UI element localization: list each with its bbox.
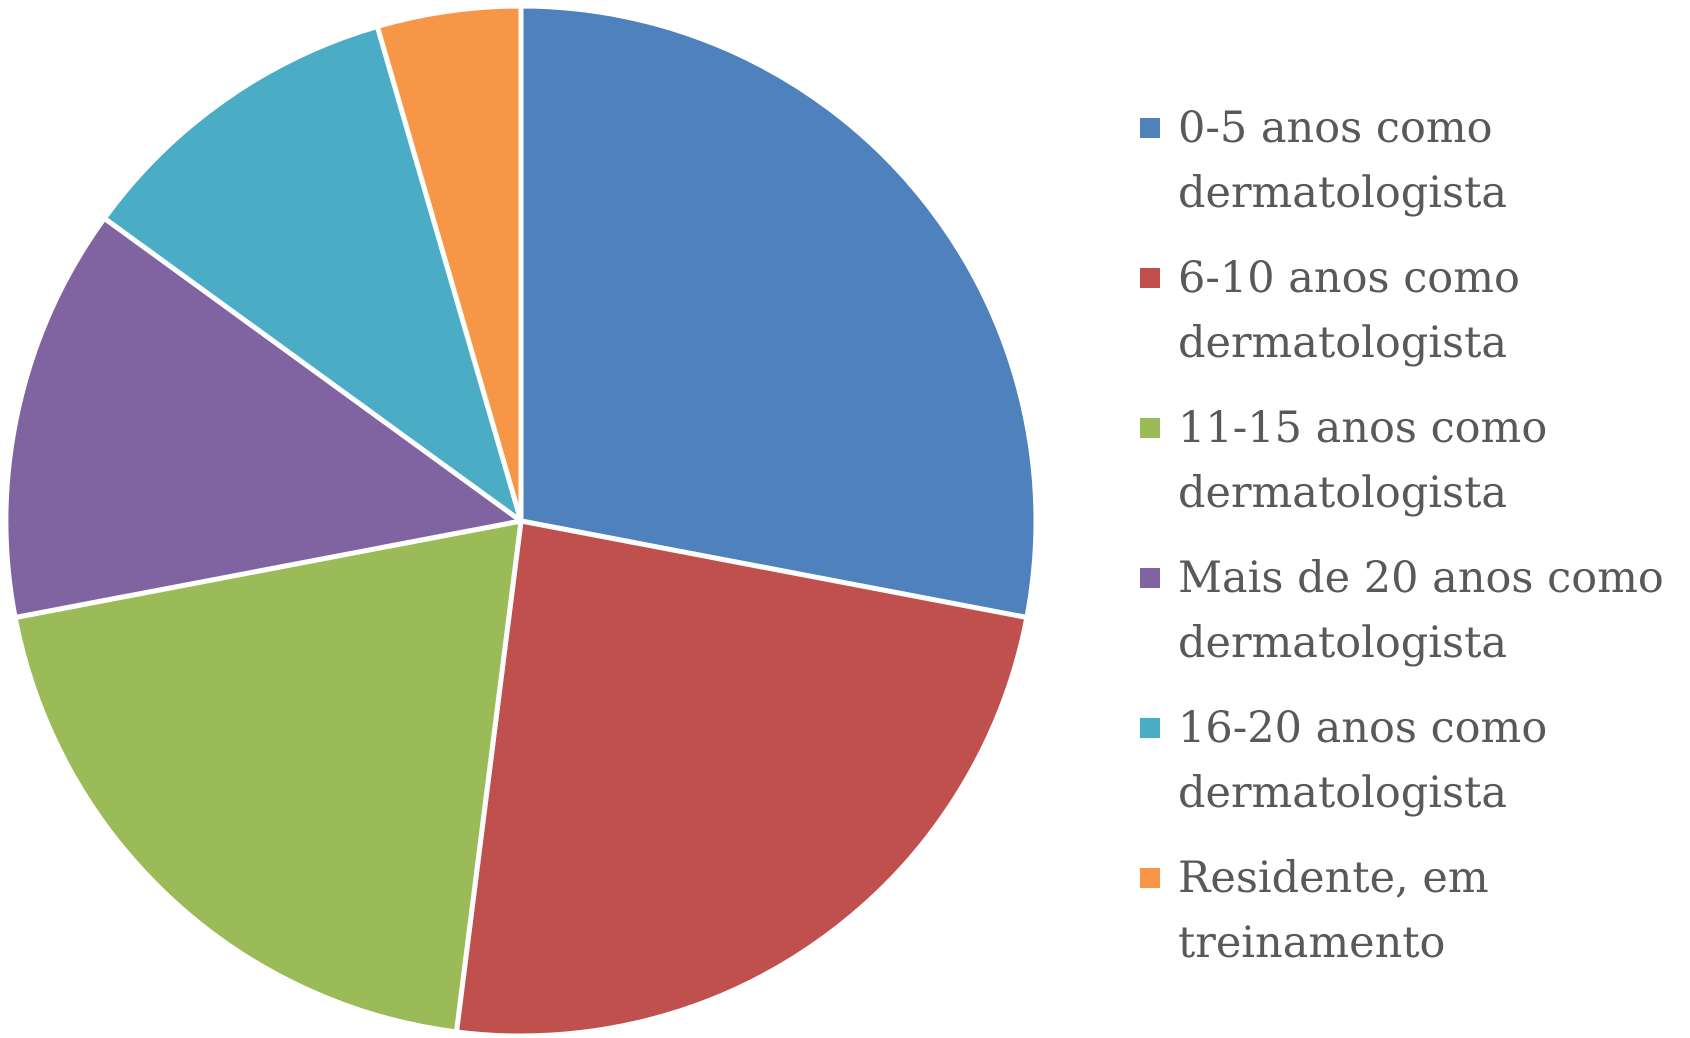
legend-swatch bbox=[1140, 718, 1160, 738]
legend-item: 16-20 anos como dermatologista bbox=[1140, 696, 1680, 826]
legend-label: Residente, em treinamento bbox=[1178, 853, 1489, 968]
legend-item: 0-5 anos como dermatologista bbox=[1140, 96, 1680, 226]
legend-label: Mais de 20 anos como dermatologista bbox=[1178, 553, 1664, 668]
legend-label: 6-10 anos como dermatologista bbox=[1178, 253, 1520, 368]
legend-swatch bbox=[1140, 418, 1160, 438]
pie-slice bbox=[12, 518, 524, 1035]
legend-item: Residente, em treinamento bbox=[1140, 846, 1680, 976]
pie-slice bbox=[3, 215, 524, 621]
legend-label: 11-15 anos como dermatologista bbox=[1178, 403, 1548, 518]
legend-swatch bbox=[1140, 868, 1160, 888]
legend-label: 0-5 anos como dermatologista bbox=[1178, 103, 1508, 218]
legend-item: 6-10 anos como dermatologista bbox=[1140, 246, 1680, 376]
pie-slice bbox=[374, 3, 524, 524]
pie-slice bbox=[453, 518, 1030, 1038]
pie-slice bbox=[518, 3, 1039, 621]
legend-label: 16-20 anos como dermatologista bbox=[1178, 703, 1548, 818]
legend: 0-5 anos como dermatologista 6-10 anos co… bbox=[1140, 96, 1680, 996]
legend-item: 11-15 anos como dermatologista bbox=[1140, 396, 1680, 526]
legend-swatch bbox=[1140, 568, 1160, 588]
pie-slice bbox=[101, 23, 524, 524]
legend-swatch bbox=[1140, 118, 1160, 138]
legend-swatch bbox=[1140, 268, 1160, 288]
legend-item: Mais de 20 anos como dermatologista bbox=[1140, 546, 1680, 676]
